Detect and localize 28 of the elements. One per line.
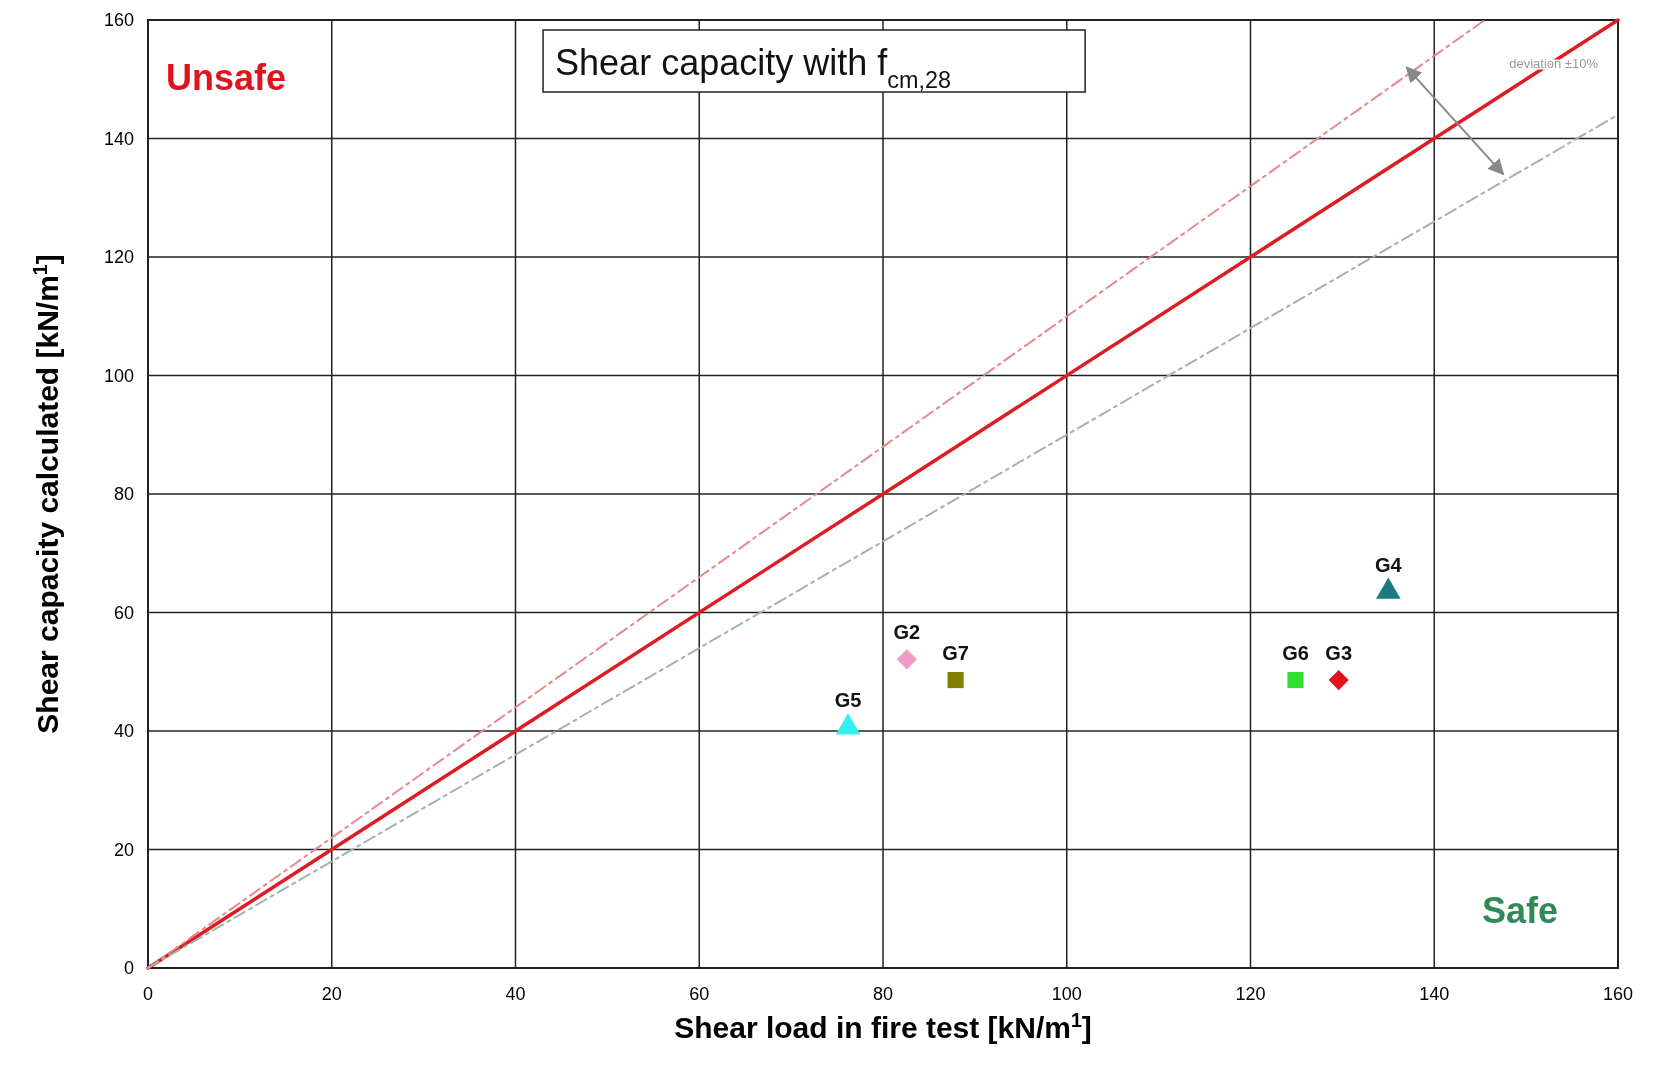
x-tick-label: 40 bbox=[505, 984, 526, 1004]
x-tick-label: 100 bbox=[1051, 984, 1082, 1004]
y-tick-label: 60 bbox=[113, 602, 134, 623]
x-tick-label: 80 bbox=[872, 984, 894, 1004]
series-label: G3 bbox=[1325, 642, 1353, 665]
series-label: G2 bbox=[893, 621, 921, 644]
text: Shear capacity with f$_{cm,28}$ bbox=[555, 42, 951, 93]
series-label: G4 bbox=[1374, 553, 1403, 576]
x-tick-label: 120 bbox=[1235, 984, 1266, 1004]
x-tick-label: 0 bbox=[142, 984, 154, 1004]
y-tick-label: 100 bbox=[103, 365, 134, 386]
x-tick-label: 20 bbox=[321, 984, 342, 1004]
y-tick-label: 120 bbox=[103, 247, 134, 267]
y-tick-label: 140 bbox=[103, 128, 134, 149]
x-tick-label: 140 bbox=[1419, 984, 1450, 1004]
series-label: G6 bbox=[1282, 642, 1309, 665]
y-tick-label: 40 bbox=[113, 721, 134, 741]
y-tick-label: 20 bbox=[113, 839, 134, 860]
annotation: Unsafe bbox=[166, 57, 287, 98]
x-axis-title: Shear load in fire test [kN/m$^{1}$] bbox=[674, 1009, 1092, 1044]
x-tick-label: 60 bbox=[689, 984, 710, 1004]
y-tick-label: 160 bbox=[103, 10, 134, 30]
series-label: G7 bbox=[942, 642, 969, 665]
annotation: Safe bbox=[1481, 890, 1558, 931]
y-tick-label: 80 bbox=[113, 484, 134, 504]
x-tick-label: 160 bbox=[1602, 984, 1634, 1004]
y-tick-label: 0 bbox=[123, 958, 134, 978]
series-label: G5 bbox=[834, 689, 862, 712]
